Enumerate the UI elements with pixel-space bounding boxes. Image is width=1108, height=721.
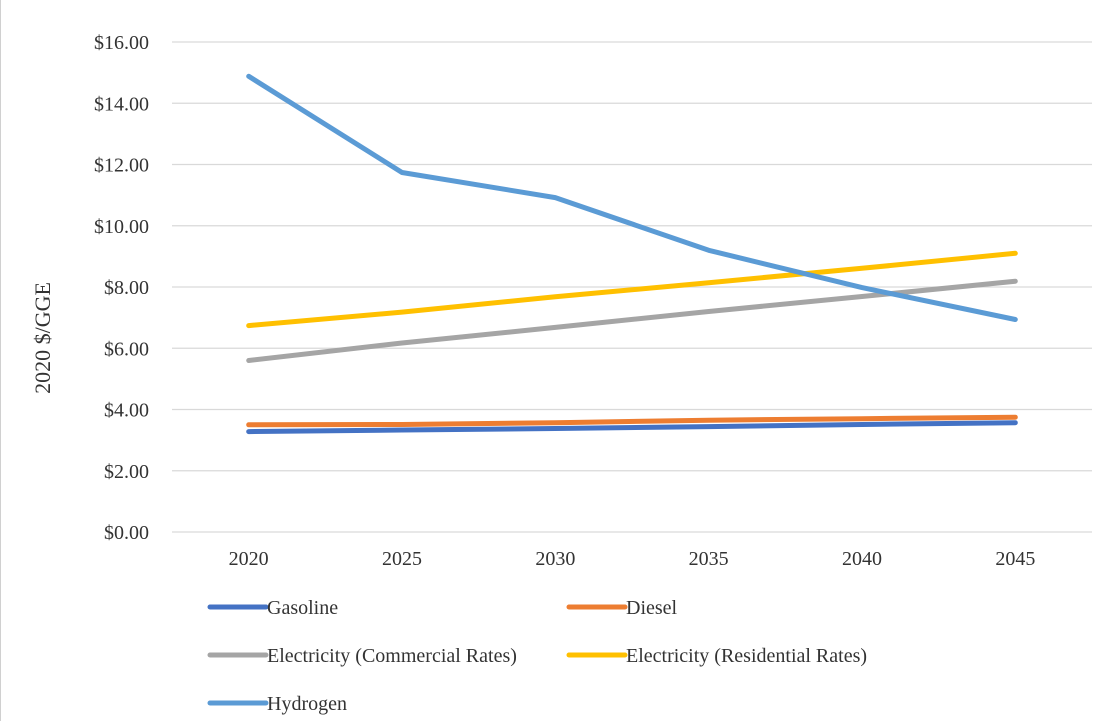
x-axis-ticks: 2020 2025 2030 2035 2040 2045 — [229, 548, 1036, 570]
series-line-hydrogen — [246, 73, 1018, 322]
legend-item: Hydrogen — [207, 693, 347, 715]
legend-item: Gasoline — [207, 597, 338, 619]
y-tick-label: $10.00 — [94, 216, 149, 238]
legend-label: Electricity (Commercial Rates) — [267, 645, 517, 667]
y-tick-label: $6.00 — [104, 338, 149, 360]
x-tick-label: 2035 — [689, 548, 729, 570]
y-axis-ticks: $0.00 $2.00 $4.00 $6.00 $8.00 $10.00 $12.00 $14… — [94, 32, 149, 544]
legend-label: Gasoline — [267, 597, 338, 619]
y-tick-label: $2.00 — [104, 461, 149, 483]
legend-item: Diesel — [566, 597, 678, 619]
y-tick-label: $8.00 — [104, 277, 149, 299]
legend-label: Electricity (Residential Rates) — [626, 645, 867, 667]
y-tick-label: $12.00 — [94, 155, 149, 177]
y-axis-title: 2020 $/GGE — [30, 282, 55, 394]
legend-label: Diesel — [626, 597, 678, 619]
x-tick-label: 2040 — [842, 548, 882, 570]
legend: Gasoline Diesel Electricity (Commercial Ra… — [207, 597, 867, 715]
series-lines — [246, 73, 1018, 435]
y-tick-label: $4.00 — [104, 400, 149, 422]
x-tick-label: 2025 — [382, 548, 422, 570]
series-line-diesel — [246, 414, 1018, 428]
y-tick-label: $0.00 — [104, 522, 149, 544]
x-tick-label: 2030 — [535, 548, 575, 570]
x-tick-label: 2045 — [995, 548, 1035, 570]
series-line-gasoline — [246, 420, 1018, 435]
y-tick-label: $14.00 — [94, 93, 149, 115]
y-tick-label: $16.00 — [94, 32, 149, 54]
x-tick-label: 2020 — [229, 548, 269, 570]
legend-label: Hydrogen — [267, 693, 347, 715]
legend-item: Electricity (Commercial Rates) — [207, 645, 517, 667]
legend-item: Electricity (Residential Rates) — [566, 645, 867, 667]
series-line-electricity-residential-rates — [246, 250, 1018, 329]
